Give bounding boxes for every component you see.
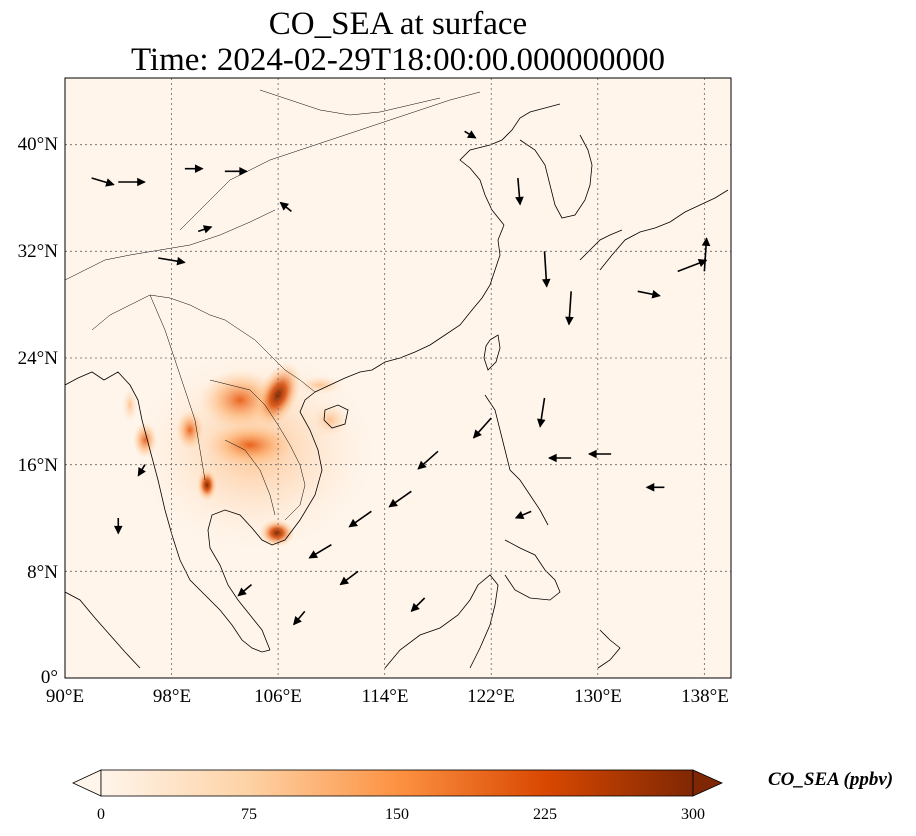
wind-arrow — [410, 597, 426, 612]
hotspot-myanmar-coast — [133, 422, 157, 458]
hotspot-myanmar-west — [122, 387, 138, 423]
wind-arrow — [293, 610, 306, 626]
wind-arrow — [464, 130, 477, 139]
lon-tick-106e: 106°E — [254, 686, 302, 707]
wind-arrow — [197, 225, 213, 234]
coast-south-china — [314, 224, 505, 393]
wind-arrow — [339, 570, 359, 586]
lon-tick-114e: 114°E — [361, 686, 409, 707]
wind-arrow — [137, 464, 146, 477]
coast-bay-of-bengal — [65, 371, 271, 653]
wind-arrow — [645, 483, 665, 492]
wind-arrow — [184, 164, 204, 173]
wind-arrow — [118, 177, 146, 187]
lon-tick-90e: 90°E — [45, 686, 85, 707]
colorbar-max-extend — [692, 769, 723, 797]
coast-taiwan — [483, 334, 501, 371]
wind-arrow — [514, 510, 532, 519]
colorbar-body — [100, 769, 694, 797]
lat-tick-16n: 16°N — [17, 455, 58, 476]
coast-korea — [519, 134, 593, 219]
hotspot-thailand-north — [176, 410, 204, 450]
hotspot-thailand-west — [197, 469, 217, 501]
coast-philippines-mindanao — [504, 539, 561, 601]
lon-tick-138e: 138°E — [681, 686, 729, 707]
coast-sumatra — [65, 591, 141, 669]
wind-arrow — [637, 290, 661, 299]
wind-arrow — [91, 177, 115, 187]
map-title: CO_SEA at surface — [268, 6, 528, 42]
coast-japan — [599, 189, 729, 271]
colorbar — [72, 769, 723, 797]
hotspot-gulf-tonkin — [310, 402, 350, 438]
map-subtitle-time: Time: 2024-02-29T18:00:00.000000000 — [130, 42, 666, 78]
wind-arrow — [113, 518, 123, 535]
coast-gulf-thailand — [207, 391, 323, 651]
colorbar-tick-75: 75 — [241, 806, 257, 823]
wind-arrow — [588, 449, 612, 459]
hotspot-laos-central — [205, 423, 295, 467]
wind-arrow — [515, 177, 524, 206]
wind-arrow — [565, 291, 574, 326]
coast-japan-kyushu — [579, 229, 623, 261]
wind-arrow — [308, 543, 332, 559]
wind-arrow — [388, 490, 412, 508]
map-background — [65, 78, 731, 678]
wind-arrow — [701, 237, 711, 272]
wind-arrow — [224, 167, 248, 176]
wind-arrow — [237, 584, 252, 597]
colorbar-tick-0: 0 — [97, 806, 105, 823]
wind-vectors — [91, 130, 711, 626]
coast-borneo — [384, 574, 499, 669]
wind-arrow — [158, 256, 186, 266]
map-frame — [64, 77, 732, 679]
coast-yellow-sea — [459, 103, 561, 226]
lon-tick-130e: 130°E — [574, 686, 622, 707]
lat-tick-32n: 32°N — [17, 241, 58, 262]
lat-tick-40n: 40°N — [17, 134, 58, 155]
wind-arrow — [472, 417, 492, 439]
lon-tick-98e: 98°E — [152, 686, 192, 707]
lat-tick-8n: 8°N — [27, 562, 58, 583]
wind-arrow — [541, 251, 551, 288]
wind-arrow — [537, 397, 546, 428]
coast-philippines-luzon — [484, 394, 549, 526]
wind-arrow — [348, 510, 372, 528]
graticule — [65, 78, 731, 678]
colorbar-tick-225: 225 — [533, 806, 557, 823]
coastlines — [65, 103, 729, 669]
lon-tick-122e: 122°E — [467, 686, 515, 707]
coast-hainan — [323, 404, 349, 429]
wind-arrow — [548, 453, 572, 463]
colorbar-tick-150: 150 — [385, 806, 409, 823]
colorbar-min-extend — [72, 769, 102, 797]
colorbar-tick-300: 300 — [681, 806, 705, 823]
hotspot-vietnam-south — [259, 519, 295, 547]
lat-tick-24n: 24°N — [17, 348, 58, 369]
wind-arrow — [279, 201, 292, 212]
colorbar-label: CO_SEA (ppbv) — [768, 769, 894, 790]
country-borders — [65, 89, 481, 521]
lat-tick-0: 0° — [40, 667, 58, 688]
hotspot-guangxi — [295, 375, 345, 395]
coast-sulawesi — [597, 629, 621, 669]
wind-arrow — [417, 450, 439, 470]
